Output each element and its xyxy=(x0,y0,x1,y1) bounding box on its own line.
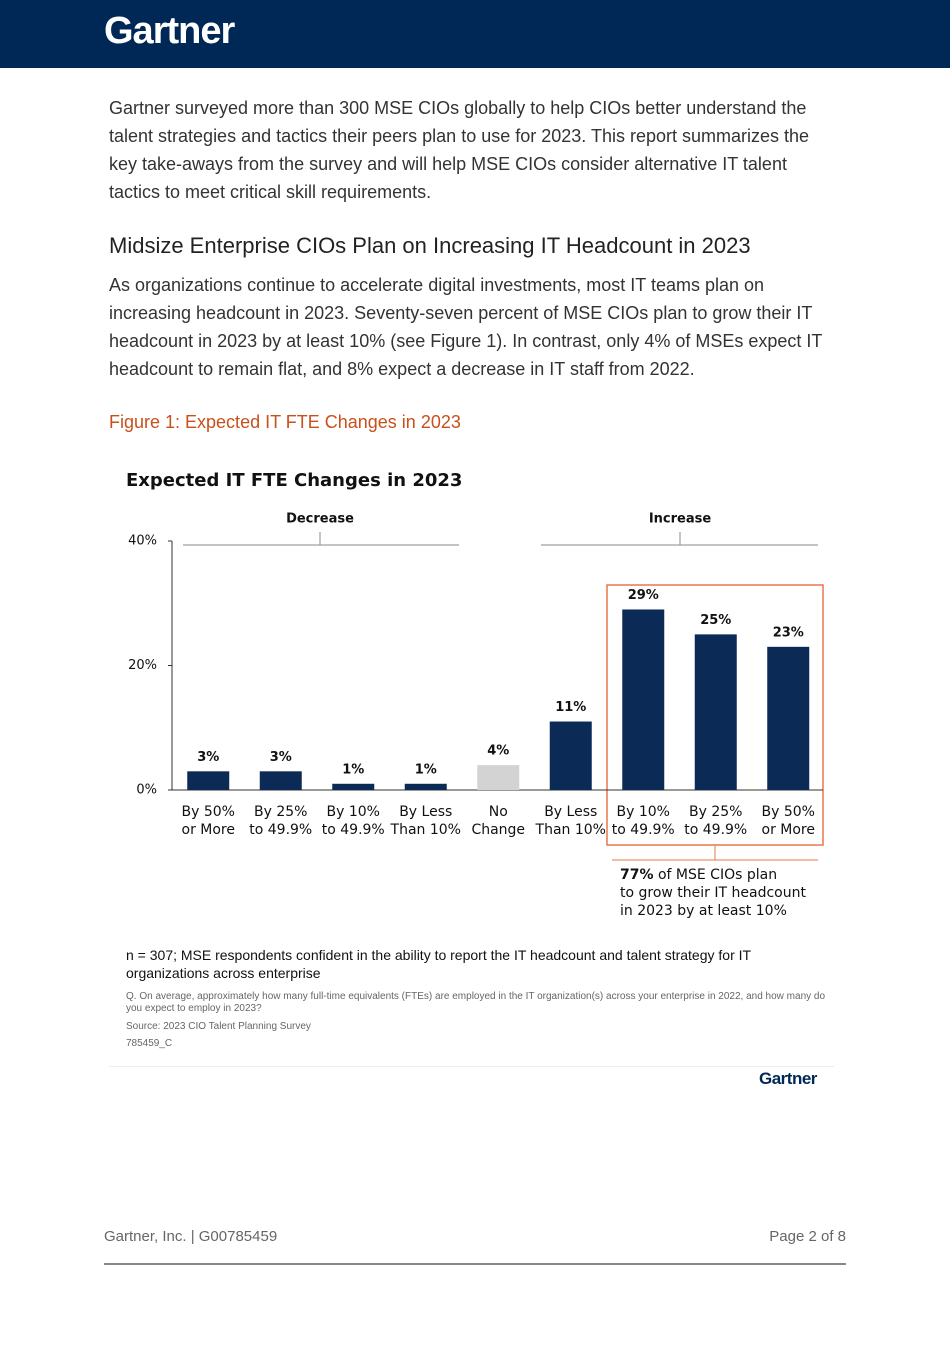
group-label: Decrease xyxy=(286,512,354,527)
x-tick-label: By Less Than 10% xyxy=(535,804,606,838)
bar xyxy=(259,771,302,790)
footer-left: Gartner, Inc. | G00785459 xyxy=(104,1228,278,1245)
bar xyxy=(694,634,737,790)
paragraph: As organizations continue to accelerate … xyxy=(109,275,823,379)
chart: Expected IT FTE Changes in 2023 Decrease… xyxy=(126,470,824,919)
bar xyxy=(404,783,447,790)
value-label: 1% xyxy=(342,762,364,777)
value-label: 29% xyxy=(628,588,659,603)
x-tick-label: By Less Than 10% xyxy=(390,804,461,838)
source: Source: 2023 CIO Talent Planning Survey xyxy=(126,1021,311,1032)
x-tick-line: to 49.9% xyxy=(612,822,675,838)
x-tick-line: By 10% xyxy=(327,804,380,820)
x-tick-line: or More xyxy=(762,822,815,838)
x-tick-line: By 25% xyxy=(254,804,307,820)
x-tick-line: By 50% xyxy=(182,804,235,820)
y-tick-label: 40% xyxy=(128,534,157,549)
x-tick-line: Change xyxy=(471,822,525,838)
x-tick-line: Than 10% xyxy=(390,822,461,838)
annotation-line: to grow their IT headcount xyxy=(620,885,806,901)
bar xyxy=(622,609,665,790)
value-label: 11% xyxy=(555,700,586,715)
footer-right: Page 2 of 8 xyxy=(769,1228,846,1245)
y-tick-label: 0% xyxy=(136,783,157,798)
chart-title: Expected IT FTE Changes in 2023 xyxy=(126,470,462,491)
bar xyxy=(332,783,375,790)
x-tick-line: By 10% xyxy=(617,804,670,820)
x-tick-line: By 25% xyxy=(689,804,742,820)
x-tick-line: By 50% xyxy=(762,804,815,820)
x-tick-line: or More xyxy=(182,822,235,838)
x-tick-label: By 25% to 49.9% xyxy=(684,804,747,838)
x-tick-label: By 25% to 49.9% xyxy=(249,804,312,838)
annotation-text: of MSE CIOs plan xyxy=(658,867,777,883)
x-tick-line: to 49.9% xyxy=(684,822,747,838)
annotation: 77% of MSE CIOs plan to grow their IT hea… xyxy=(620,867,806,919)
footer-rule xyxy=(104,1263,846,1265)
paragraph: Gartner surveyed more than 300 MSE CIOs … xyxy=(109,98,810,202)
x-tick-line: No xyxy=(489,804,508,820)
x-tick-label: By 50% or More xyxy=(182,804,235,838)
group-label: Increase xyxy=(649,512,712,527)
separator xyxy=(109,1066,834,1067)
x-tick-label: By 10% to 49.9% xyxy=(612,804,675,838)
question: Q. On average, approximately how many fu… xyxy=(126,991,826,1014)
y-tick-label: 20% xyxy=(128,658,157,673)
x-tick-line: to 49.9% xyxy=(249,822,312,838)
x-tick-line: By Less xyxy=(399,804,452,820)
value-label: 1% xyxy=(415,762,437,777)
figure-caption: Figure 1: Expected IT FTE Changes in 202… xyxy=(109,412,461,432)
logo: Gartner xyxy=(104,10,235,52)
figure-id: 785459_C xyxy=(126,1038,173,1049)
annotation-line: in 2023 by at least 10% xyxy=(620,903,787,919)
x-tick-line: to 49.9% xyxy=(322,822,385,838)
x-tick-label: By 50% or More xyxy=(762,804,815,838)
value-label: 25% xyxy=(700,613,731,628)
bar xyxy=(187,771,230,790)
bar xyxy=(477,765,520,790)
annotation-bold: 77% xyxy=(620,867,654,883)
header-bar: Gartner xyxy=(0,0,950,68)
value-label: 3% xyxy=(270,750,292,765)
value-label: 4% xyxy=(487,744,509,759)
heading: Midsize Enterprise CIOs Plan on Increasi… xyxy=(109,233,751,258)
bar xyxy=(549,721,592,790)
x-tick-line: By Less xyxy=(544,804,597,820)
bracket xyxy=(183,532,459,546)
logo: Gartner xyxy=(759,1069,817,1088)
sample-note: n = 307; MSE respondents confident in th… xyxy=(126,947,751,981)
bar xyxy=(767,646,810,790)
callout-line xyxy=(612,845,818,861)
value-label: 3% xyxy=(197,750,219,765)
value-label: 23% xyxy=(773,625,804,640)
x-tick-label: No Change xyxy=(471,804,525,838)
bracket xyxy=(541,532,818,546)
x-tick-label: By 10% to 49.9% xyxy=(322,804,385,838)
x-tick-line: Than 10% xyxy=(535,822,606,838)
